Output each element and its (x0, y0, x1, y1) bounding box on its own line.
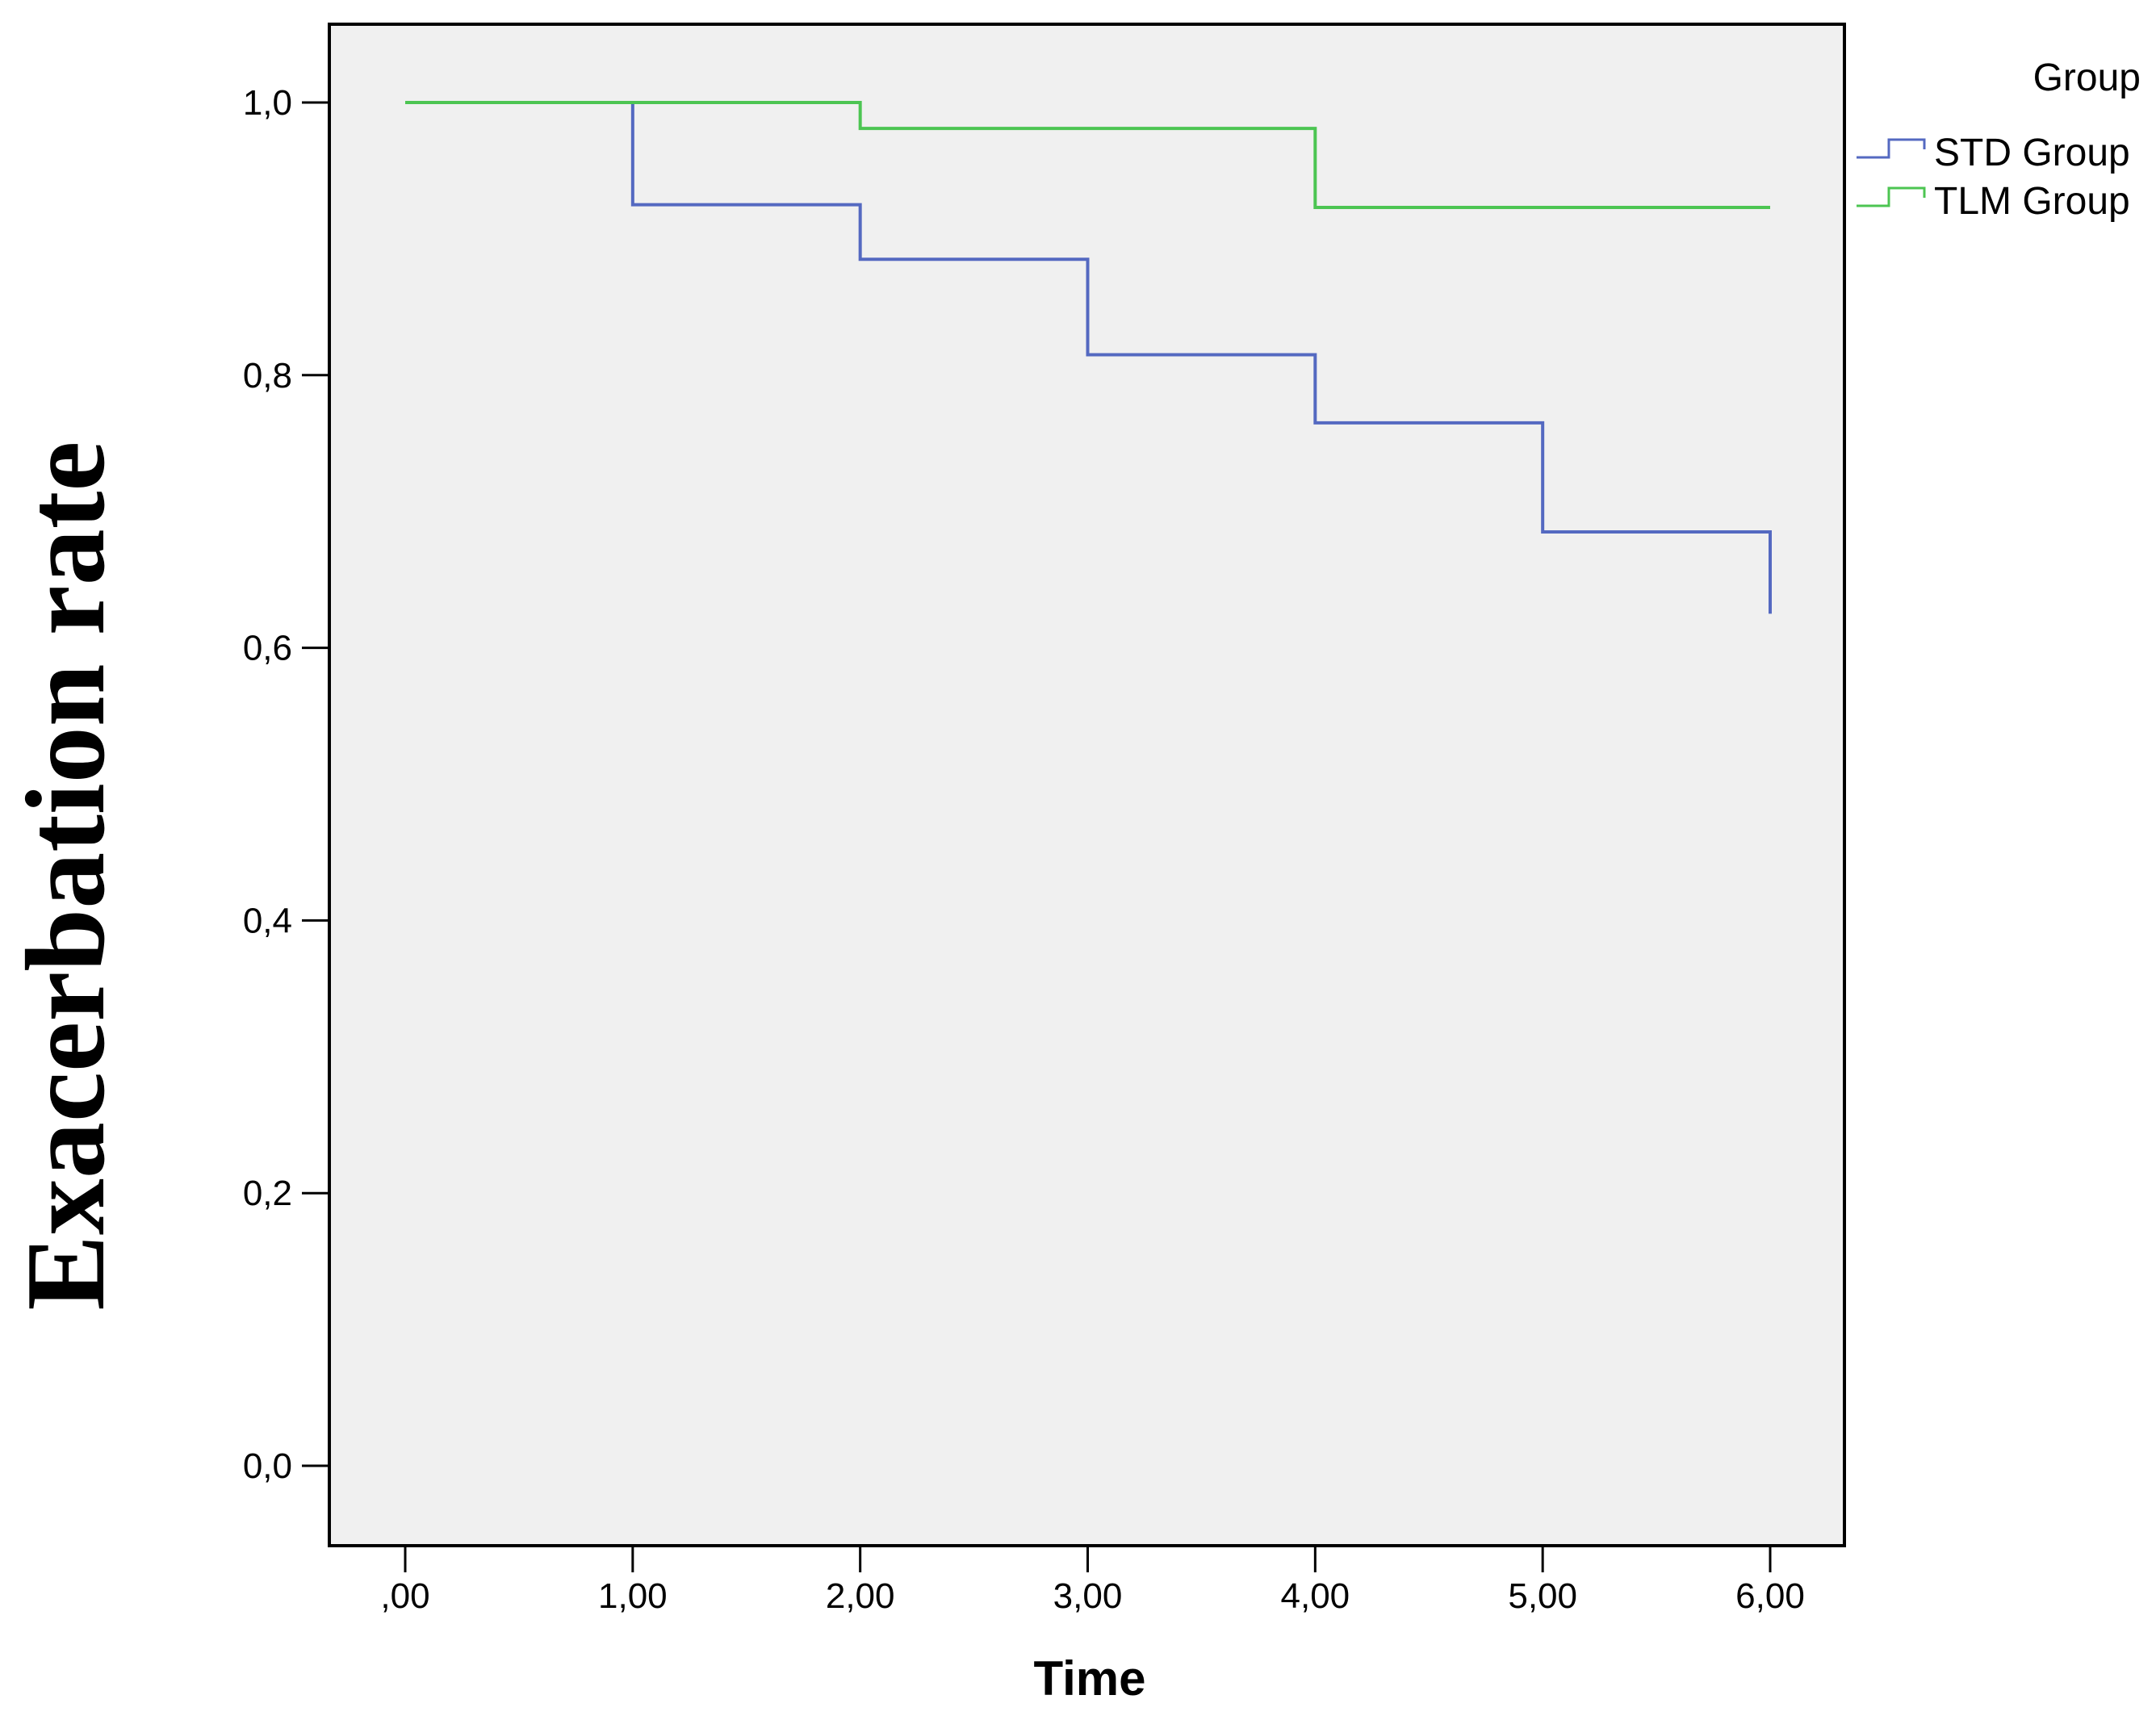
x-tick-label: 3,00 (1053, 1576, 1123, 1616)
x-axis-label: Time (1034, 1651, 1146, 1706)
y-axis: 0,0 0,2 0,4 0,6 0,8 1,0 (243, 83, 329, 1486)
legend-label-tlm-group: TLM Group (1934, 180, 2130, 223)
y-tick-label: 0,0 (243, 1446, 292, 1486)
legend-swatch-tlm-group (1857, 188, 1924, 206)
plot-background (329, 24, 1844, 1546)
x-axis: ,00 1,00 2,00 3,00 4,00 5,00 6,00 (380, 1546, 1804, 1616)
legend-label-std-group: STD Group (1934, 132, 2130, 174)
x-tick-label: ,00 (380, 1576, 429, 1616)
x-tick-label: 4,00 (1281, 1576, 1350, 1616)
y-tick-label: 1,0 (243, 83, 292, 123)
y-tick-label: 0,8 (243, 356, 292, 396)
legend: Group STD Group TLM Group (1857, 57, 2141, 223)
x-tick-label: 6,00 (1735, 1576, 1805, 1616)
x-tick-label: 2,00 (826, 1576, 895, 1616)
legend-title: Group (2033, 57, 2141, 99)
legend-swatch-std-group (1857, 140, 1924, 157)
x-tick-label: 5,00 (1508, 1576, 1577, 1616)
y-axis-label: Exacerbation rate (3, 442, 128, 1311)
y-tick-label: 0,2 (243, 1174, 292, 1213)
y-tick-label: 0,4 (243, 901, 292, 940)
y-tick-label: 0,6 (243, 629, 292, 668)
x-tick-label: 1,00 (598, 1576, 668, 1616)
